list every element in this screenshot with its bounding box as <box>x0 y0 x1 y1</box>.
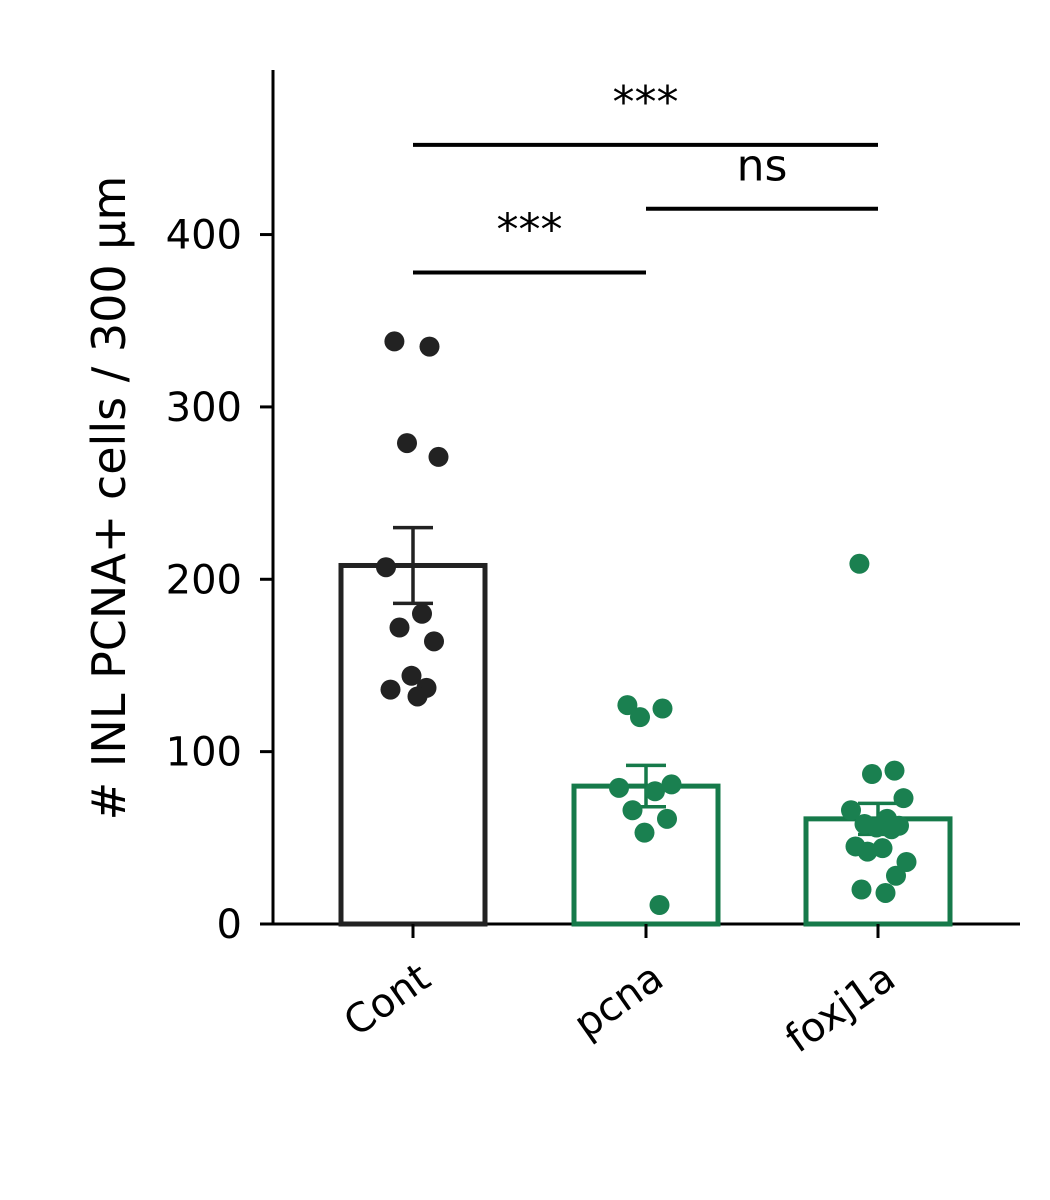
significance-label: ns <box>737 141 788 192</box>
y-tick-label: 200 <box>166 557 242 603</box>
x-ticks: Cont pcna foxj1a <box>336 924 904 1062</box>
y-tick-label: 100 <box>166 730 242 776</box>
data-points <box>376 331 917 916</box>
data-point <box>881 819 902 840</box>
data-point <box>609 777 629 798</box>
y-axis-label: # INL PCNA+ cells / 300 µm <box>82 176 136 821</box>
data-point <box>841 800 861 821</box>
significance-label: *** <box>613 77 679 128</box>
data-point <box>866 817 887 838</box>
data-point <box>380 679 401 700</box>
y-tick-label: 0 <box>217 902 242 948</box>
data-point <box>875 882 896 903</box>
data-point <box>872 838 893 859</box>
data-point <box>376 557 396 578</box>
y-tick-label: 300 <box>166 385 242 431</box>
data-point <box>407 686 428 707</box>
bar-Cont <box>338 562 488 927</box>
data-point <box>401 665 422 686</box>
data-point <box>645 781 665 802</box>
data-point <box>857 841 878 862</box>
data-point <box>622 800 643 821</box>
y-ticks: 0 100 200 300 400 <box>166 213 273 948</box>
bars <box>338 562 953 927</box>
data-point <box>389 617 410 638</box>
data-point <box>893 788 914 809</box>
data-point <box>617 695 638 716</box>
data-point <box>652 698 673 719</box>
data-point <box>862 764 882 785</box>
data-point <box>884 760 905 781</box>
data-point <box>649 895 670 916</box>
data-point <box>424 631 444 652</box>
y-tick-label: 400 <box>166 213 242 259</box>
data-point <box>851 879 872 900</box>
data-point <box>886 865 906 886</box>
data-point <box>634 822 655 843</box>
data-point <box>419 336 440 357</box>
significance-label: *** <box>497 204 563 255</box>
x-tick-label-Cont: Cont <box>336 955 439 1046</box>
data-point <box>896 851 917 872</box>
data-point <box>384 331 405 352</box>
significance-brackets: *** ns *** <box>413 77 878 275</box>
data-point <box>657 808 677 829</box>
x-tick-label-foxj1a: foxj1a <box>777 955 903 1063</box>
data-point <box>428 446 449 467</box>
data-point <box>397 433 417 454</box>
data-point <box>630 707 650 728</box>
data-point <box>412 603 432 624</box>
data-point <box>849 553 870 574</box>
data-point <box>661 774 682 795</box>
x-tick-label-pcna: pcna <box>566 955 672 1048</box>
